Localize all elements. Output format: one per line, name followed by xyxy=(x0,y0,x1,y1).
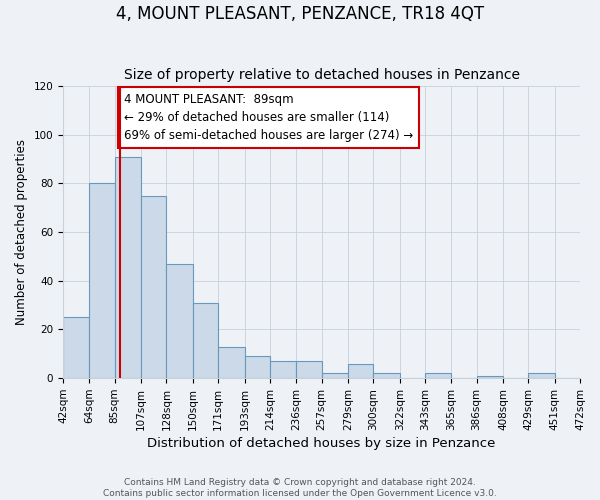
Bar xyxy=(476,376,503,378)
Y-axis label: Number of detached properties: Number of detached properties xyxy=(15,139,28,325)
X-axis label: Distribution of detached houses by size in Penzance: Distribution of detached houses by size … xyxy=(148,437,496,450)
Bar xyxy=(245,356,270,378)
Bar xyxy=(270,361,296,378)
Bar xyxy=(296,361,322,378)
Bar xyxy=(373,374,400,378)
Text: 4, MOUNT PLEASANT, PENZANCE, TR18 4QT: 4, MOUNT PLEASANT, PENZANCE, TR18 4QT xyxy=(116,5,484,23)
Bar xyxy=(348,364,373,378)
Bar xyxy=(529,374,555,378)
Text: Contains HM Land Registry data © Crown copyright and database right 2024.
Contai: Contains HM Land Registry data © Crown c… xyxy=(103,478,497,498)
Bar xyxy=(89,184,115,378)
Bar xyxy=(193,302,218,378)
Bar xyxy=(218,346,245,378)
Bar xyxy=(166,264,193,378)
Bar xyxy=(115,156,141,378)
Text: 4 MOUNT PLEASANT:  89sqm
← 29% of detached houses are smaller (114)
69% of semi-: 4 MOUNT PLEASANT: 89sqm ← 29% of detache… xyxy=(124,94,413,142)
Bar xyxy=(63,318,89,378)
Bar xyxy=(425,374,451,378)
Bar xyxy=(141,196,166,378)
Bar xyxy=(322,374,348,378)
Title: Size of property relative to detached houses in Penzance: Size of property relative to detached ho… xyxy=(124,68,520,82)
